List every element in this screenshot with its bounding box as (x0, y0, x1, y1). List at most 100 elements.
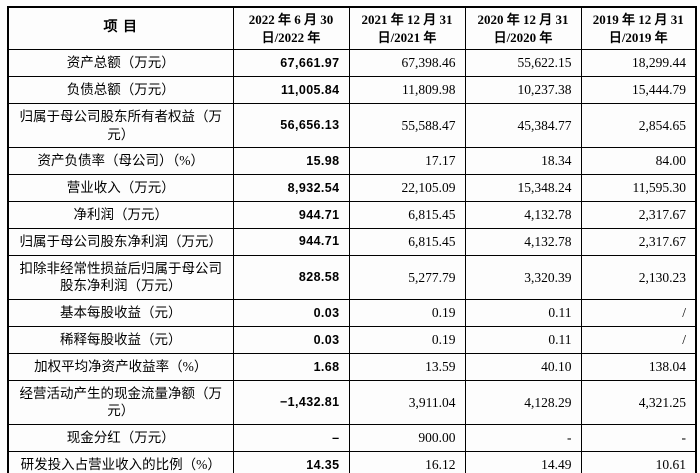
row-label: 净利润（万元） (7, 200, 234, 229)
value-cell: 11,005.84 (232, 75, 350, 104)
value-cell: 0.19 (348, 299, 466, 328)
value-cell: 6,815.45 (348, 227, 466, 256)
value-cell: 2,854.65 (580, 102, 697, 149)
column-header-period-2020: 2020 年 12 月 31 日/2020 年 (464, 6, 582, 51)
column-header-period-2021: 2021 年 12 月 31 日/2021 年 (348, 6, 466, 51)
row-label: 加权平均净资产收益率（%） (7, 352, 234, 381)
value-cell: 17.17 (348, 147, 466, 176)
value-cell: / (580, 299, 697, 328)
row-label: 资产负债率（母公司）（%） (7, 147, 234, 176)
value-cell: 18.34 (464, 147, 582, 176)
value-cell: – (232, 424, 350, 453)
table-row: 负债总额（万元） 11,005.84 11,809.98 10,237.38 15,44… (7, 75, 697, 104)
value-cell: 4,321.25 (580, 379, 697, 426)
value-cell: 900.00 (348, 424, 466, 453)
table-row: 净利润（万元） 944.71 6,815.45 4,132.78 2,317.67 (7, 200, 697, 229)
value-cell: 84.00 (580, 147, 697, 176)
row-label: 负债总额（万元） (7, 75, 234, 104)
value-cell: 16.12 (348, 451, 466, 473)
value-cell: 10,237.38 (464, 75, 582, 104)
table-body: 资产总额（万元） 67,661.97 67,398.46 55,622.15 18,29… (7, 49, 697, 473)
row-label: 归属于母公司股东净利润（万元） (7, 227, 234, 256)
value-cell: 45,384.77 (464, 102, 582, 149)
value-cell: 944.71 (232, 227, 350, 256)
table-row: 经营活动产生的现金流量净额（万元） −1,432.81 3,911.04 4,128.… (7, 379, 697, 426)
value-cell: 10.61 (580, 451, 697, 473)
value-cell: 4,132.78 (464, 200, 582, 229)
value-cell: 4,132.78 (464, 227, 582, 256)
value-cell: 944.71 (232, 200, 350, 229)
value-cell: / (580, 326, 697, 354)
value-cell: 828.58 (232, 254, 350, 301)
value-cell: 55,622.15 (464, 49, 582, 77)
row-label: 基本每股收益（元） (7, 299, 234, 328)
table-row: 归属于母公司股东所有者权益（万元） 56,656.13 55,588.47 45,38… (7, 102, 697, 149)
value-cell: 67,661.97 (232, 49, 350, 77)
value-cell: 3,320.39 (464, 254, 582, 301)
value-cell: 5,277.79 (348, 254, 466, 301)
header-row: 项 目 2022 年 6 月 30 日/2022 年 2021 年 12 月 3… (7, 6, 697, 51)
value-cell: 0.19 (348, 326, 466, 354)
value-cell: 0.03 (232, 326, 350, 354)
value-cell: 15.98 (232, 147, 350, 176)
row-label: 营业收入（万元） (7, 174, 234, 202)
value-cell: 2,317.67 (580, 227, 697, 256)
period-line-2: 日/2019 年 (608, 29, 668, 45)
row-label: 现金分红（万元） (7, 424, 234, 453)
value-cell: 138.04 (580, 352, 697, 381)
value-cell: 8,932.54 (232, 174, 350, 202)
row-label: 稀释每股收益（元） (7, 326, 234, 354)
value-cell: 18,299.44 (580, 49, 697, 77)
row-label: 研发投入占营业收入的比例（%） (7, 451, 234, 473)
table-row: 资产负债率（母公司）（%） 15.98 17.17 18.34 84.00 (7, 147, 697, 176)
table-row: 资产总额（万元） 67,661.97 67,398.46 55,622.15 18,29… (7, 49, 697, 77)
table-row: 营业收入（万元） 8,932.54 22,105.09 15,348.24 11,595… (7, 174, 697, 202)
value-cell: 56,656.13 (232, 102, 350, 149)
period-line-1: 2021 年 12 月 31 (361, 12, 453, 27)
value-cell: 55,588.47 (348, 102, 466, 149)
value-cell: −1,432.81 (232, 379, 350, 426)
period-line-1: 2020 年 12 月 31 (477, 12, 569, 27)
value-cell: 11,595.30 (580, 174, 697, 202)
value-cell: 1.68 (232, 352, 350, 381)
row-label: 资产总额（万元） (7, 49, 234, 77)
table-row: 归属于母公司股东净利润（万元） 944.71 6,815.45 4,132.78 2,3… (7, 227, 697, 256)
value-cell: 14.35 (232, 451, 350, 473)
value-cell: 2,130.23 (580, 254, 697, 301)
value-cell: - (464, 424, 582, 453)
row-label: 扣除非经常性损益后归属于母公司股东净利润（万元） (7, 254, 234, 301)
value-cell: - (580, 424, 697, 453)
value-cell: 11,809.98 (348, 75, 466, 104)
period-line-2: 日/2022 年 (261, 29, 321, 45)
column-header-period-2022: 2022 年 6 月 30 日/2022 年 (232, 6, 350, 51)
row-label: 归属于母公司股东所有者权益（万元） (7, 102, 234, 149)
value-cell: 0.03 (232, 299, 350, 328)
value-cell: 13.59 (348, 352, 466, 381)
period-line-2: 日/2021 年 (377, 29, 437, 45)
table-row: 扣除非经常性损益后归属于母公司股东净利润（万元） 828.58 5,277.79 3,… (7, 254, 697, 301)
value-cell: 6,815.45 (348, 200, 466, 229)
table-row: 基本每股收益（元） 0.03 0.19 0.11/ (7, 299, 697, 328)
column-header-period-2019: 2019 年 12 月 31 日/2019 年 (580, 6, 697, 51)
value-cell: 0.11 (464, 299, 582, 328)
table-row: 现金分红（万元） –900.00- - (7, 424, 697, 453)
financial-summary-table: 项 目 2022 年 6 月 30 日/2022 年 2021 年 12 月 3… (7, 6, 697, 473)
period-line-1: 2022 年 6 月 30 (248, 12, 334, 27)
value-cell: 0.11 (464, 326, 582, 354)
table-row: 研发投入占营业收入的比例（%） 14.35 16.12 14.49 10.61 (7, 451, 697, 473)
table-row: 稀释每股收益（元） 0.03 0.19 0.11/ (7, 326, 697, 354)
value-cell: 2,317.67 (580, 200, 697, 229)
value-cell: 14.49 (464, 451, 582, 473)
value-cell: 3,911.04 (348, 379, 466, 426)
value-cell: 4,128.29 (464, 379, 582, 426)
value-cell: 22,105.09 (348, 174, 466, 202)
period-line-2: 日/2020 年 (493, 29, 553, 45)
column-header-item: 项 目 (7, 6, 234, 51)
value-cell: 15,348.24 (464, 174, 582, 202)
table-row: 加权平均净资产收益率（%） 1.68 13.59 40.10 138.04 (7, 352, 697, 381)
value-cell: 67,398.46 (348, 49, 466, 77)
value-cell: 15,444.79 (580, 75, 697, 104)
row-label: 经营活动产生的现金流量净额（万元） (7, 379, 234, 426)
period-line-1: 2019 年 12 月 31 (592, 12, 684, 27)
